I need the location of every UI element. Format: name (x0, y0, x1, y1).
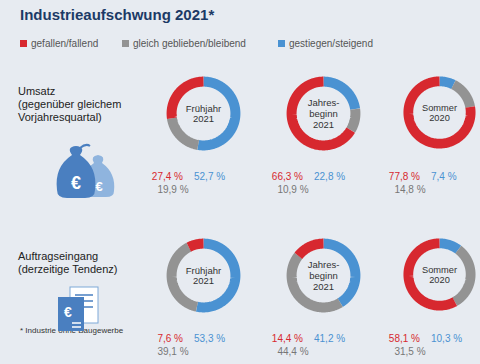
html-text:gefallen/fallend: gefallen/fallend (31, 38, 99, 49)
html-text:7,4 %: 7,4 % (431, 171, 457, 182)
svg-text:Frühjahr2021: Frühjahr2021 (186, 103, 221, 125)
svg-text:Jahres-beginn2021: Jahres-beginn2021 (308, 259, 340, 292)
html-text:31,5 %: 31,5 % (394, 346, 426, 357)
svg-text:Frühjahr2021: Frühjahr2021 (186, 265, 221, 287)
svg-text:Jahres-beginn2021: Jahres-beginn2021 (308, 97, 340, 130)
html-text:7,6 %: 7,6 % (157, 333, 183, 344)
html-text:Umsatz (gegenüber gleichem Vor: Umsatz (gegenüber gleichem Vorjahresquar… (18, 85, 122, 123)
html-text:53,3 %: 53,3 % (194, 333, 226, 344)
svg-text:€: € (95, 179, 102, 194)
html-text:14,4 %: 14,4 % (271, 333, 303, 344)
html-text:19,9 %: 19,9 % (157, 184, 189, 195)
html-text:44,4 %: 44,4 % (277, 346, 309, 357)
html-text:Auftragseingang (derzeitige Te: Auftragseingang (derzeitige Tendenz) (18, 250, 118, 275)
html-text:gestiegen/steigend: gestiegen/steigend (289, 38, 373, 49)
html-text:39,1 %: 39,1 % (157, 346, 189, 357)
html-text:27,4 %: 27,4 % (151, 171, 183, 182)
svg-text:€: € (71, 173, 81, 193)
html-text:77,8 %: 77,8 % (388, 171, 420, 182)
html-text:* Industrie ohne Baugewerbe: * Industrie ohne Baugewerbe (20, 326, 124, 335)
svg-text:€: € (64, 304, 72, 320)
html-text:gleich geblieben/bleibend: gleich geblieben/bleibend (133, 38, 246, 49)
html-text:22,8 %: 22,8 % (314, 171, 346, 182)
html-text:10,9 %: 10,9 % (277, 184, 309, 195)
html-text:66,3 %: 66,3 % (271, 171, 303, 182)
html-text:58,1 %: 58,1 % (388, 333, 420, 344)
html-text:10,3 %: 10,3 % (431, 333, 463, 344)
svg-text:Sommer2020: Sommer2020 (422, 265, 457, 286)
html-text:41,2 %: 41,2 % (314, 333, 346, 344)
html-text:52,7 %: 52,7 % (194, 171, 226, 182)
html-text:Industrieaufschwung 2021*: Industrieaufschwung 2021* (20, 6, 215, 23)
html-text:14,8 %: 14,8 % (394, 184, 426, 195)
svg-text:Sommer2020: Sommer2020 (422, 103, 457, 124)
